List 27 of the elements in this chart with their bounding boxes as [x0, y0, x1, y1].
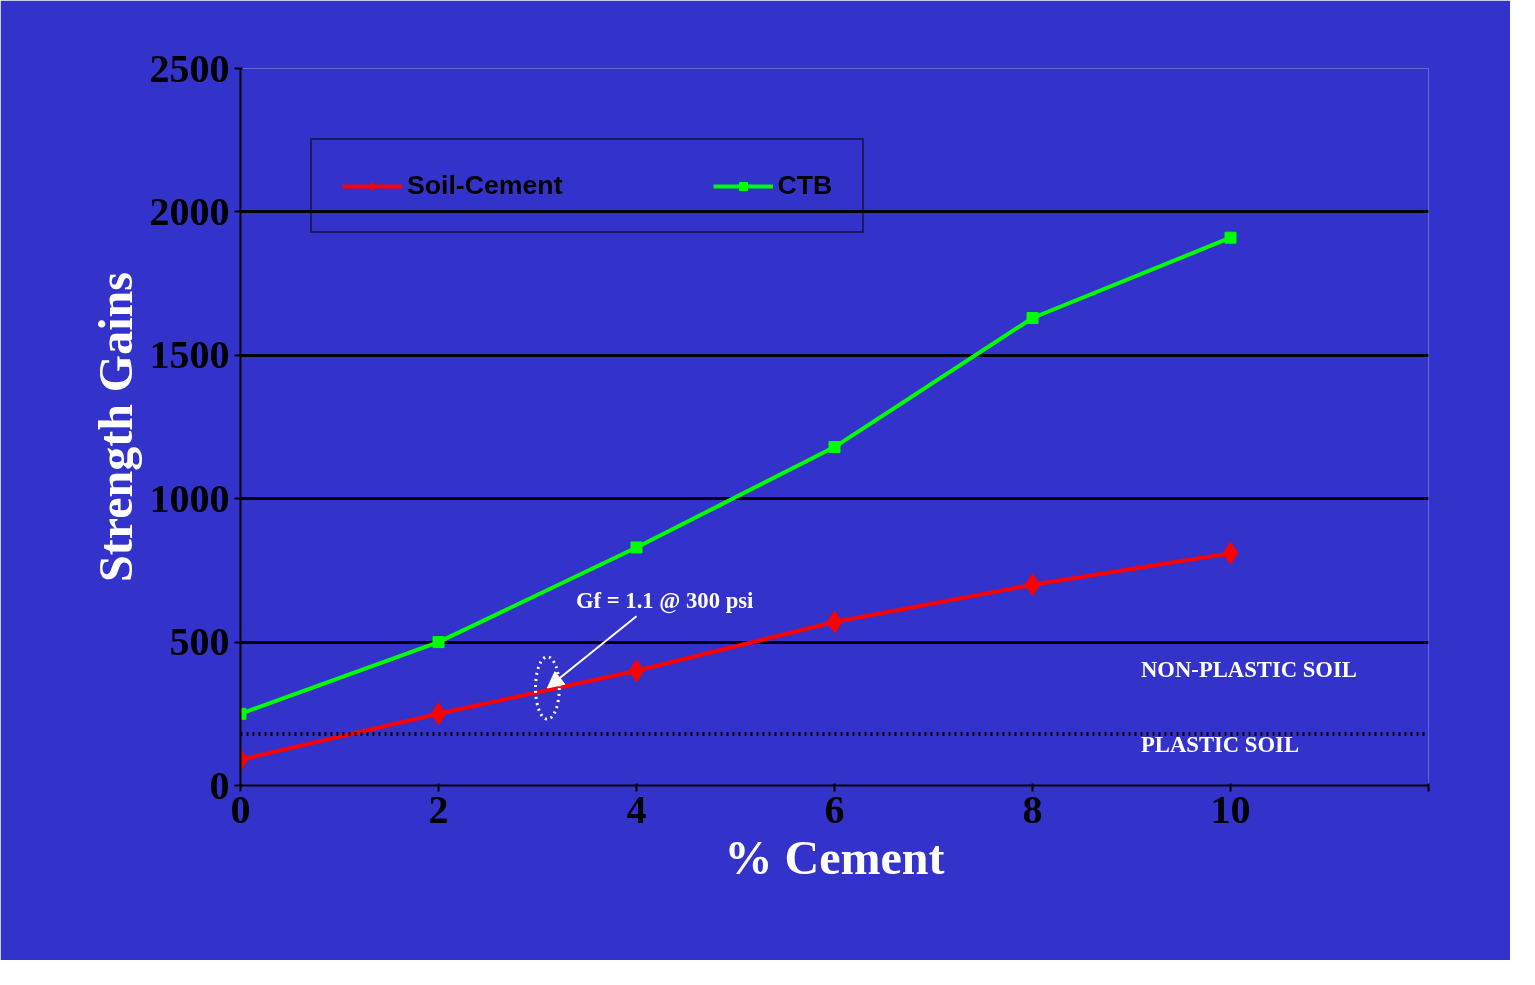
legend-label: CTB — [777, 170, 833, 201]
x-axis-title: % Cement — [724, 830, 945, 884]
y-tick-label: 2000 — [149, 188, 230, 234]
point — [1026, 312, 1039, 325]
point — [628, 659, 645, 683]
point — [432, 636, 445, 649]
y-tick-label: 2500 — [149, 45, 230, 91]
annotation: PLASTIC SOIL — [1141, 731, 1300, 757]
point — [828, 441, 841, 454]
x-tick-label: 4 — [626, 786, 647, 832]
point — [1024, 573, 1041, 597]
legend-label: Soil-Cement — [407, 170, 563, 201]
x-tick-label: 2 — [428, 786, 449, 832]
y-axis-title: Strength Gains — [88, 272, 142, 582]
x-tick-label: 10 — [1210, 786, 1251, 832]
annotation: Gf = 1.1 @ 300 psi — [575, 588, 754, 615]
point — [1224, 231, 1237, 244]
x-tick-label: 6 — [824, 786, 845, 832]
point — [1222, 541, 1239, 565]
point — [826, 610, 843, 634]
point — [630, 541, 643, 554]
y-tick-label: 1000 — [149, 475, 230, 521]
y-tick-label: 500 — [169, 619, 230, 665]
point — [430, 702, 447, 726]
y-tick-label: 1500 — [149, 332, 230, 378]
annotation: NON-PLASTIC SOIL — [1141, 656, 1357, 682]
x-tick-label: 8 — [1022, 786, 1043, 832]
